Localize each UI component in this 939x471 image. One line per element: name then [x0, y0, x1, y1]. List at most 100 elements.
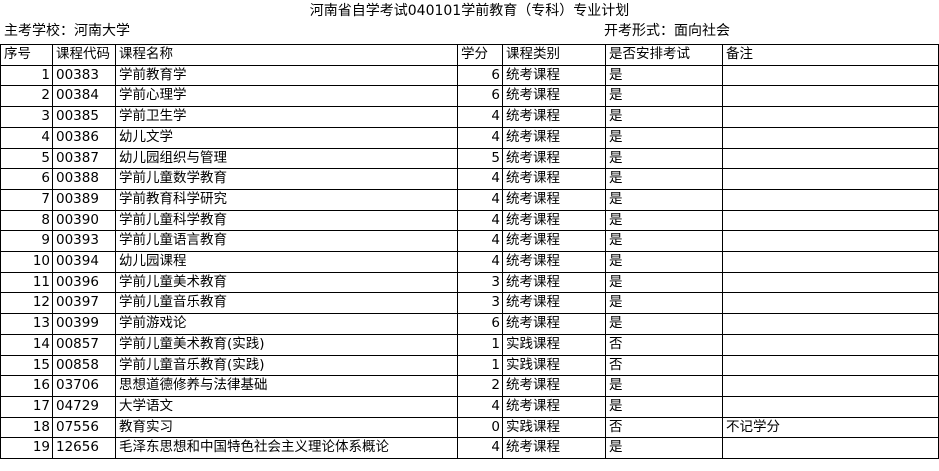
cell-course-category: 统考课程 — [502, 313, 606, 335]
cell-credits: 6 — [457, 64, 503, 87]
cell-exam-arranged: 是 — [605, 313, 723, 335]
cell-remarks — [722, 188, 939, 211]
cell-serial: 4 — [0, 126, 53, 149]
cell-exam-arranged: 是 — [605, 437, 723, 460]
cell-exam-arranged: 否 — [605, 333, 723, 356]
cell-course-category: 统考课程 — [502, 106, 606, 128]
cell-remarks — [722, 168, 939, 190]
cell-credits: 4 — [457, 106, 503, 128]
cell-remarks — [722, 230, 939, 253]
table-row: 4 00386 幼儿文学 4 统考课程是 — [0, 126, 939, 149]
cell-serial: 9 — [0, 230, 53, 253]
cell-exam-arranged: 是 — [605, 188, 723, 211]
table-row: 7 00389 学前教育科学研究 4 统考课程是 — [0, 188, 939, 211]
chief-school-label: 主考学校：河南大学 — [4, 23, 130, 39]
cell-remarks — [722, 395, 939, 418]
table-row: 2 00384 学前心理学 6 统考课程是 — [0, 85, 939, 108]
cell-course-category: 统考课程 — [502, 188, 606, 211]
cell-remarks — [722, 375, 939, 397]
cell-course-category: 实践课程 — [502, 416, 606, 439]
table-row: 15 00858 学前儿童音乐教育(实践) 1 实践课程否 — [0, 354, 939, 377]
cell-serial: 17 — [0, 395, 53, 418]
table-row: 12 00397 学前儿童音乐教育 3 统考课程是 — [0, 292, 939, 315]
cell-serial: 11 — [0, 271, 53, 294]
table-row: 18 07556 教育实习 0 实践课程否不记学分 — [0, 416, 939, 439]
cell-course-category: 统考课程 — [502, 147, 606, 170]
cell-course-name: 学前儿童科学教育 — [115, 209, 458, 232]
table-row: 11 00396 学前儿童美术教育 3 统考课程是 — [0, 271, 939, 294]
cell-credits: 4 — [457, 168, 503, 190]
table-row: 19 12656 毛泽东思想和中国特色社会主义理论体系概论 4 统考课程是 — [0, 437, 939, 460]
cell-course-name: 学前儿童音乐教育(实践) — [115, 354, 458, 377]
cell-serial: 15 — [0, 354, 53, 377]
table-row: 10 00394 幼儿园课程 4 统考课程是 — [0, 251, 939, 273]
cell-serial: 8 — [0, 209, 53, 232]
cell-credits: 4 — [457, 395, 503, 418]
cell-course-name: 幼儿园课程 — [115, 251, 458, 273]
cell-remarks — [722, 333, 939, 356]
cell-course-code: 12656 — [52, 437, 116, 460]
cell-remarks — [722, 64, 939, 87]
cell-exam-arranged: 是 — [605, 147, 723, 170]
table-row: 16 03706 思想道德修养与法律基础 2 统考课程是 — [0, 375, 939, 397]
table-header-row: 序号 课程代码 课程名称 学分 课程类别 是否安排考试 备注 — [0, 44, 939, 66]
cell-course-code: 00858 — [52, 354, 116, 377]
cell-exam-arranged: 是 — [605, 375, 723, 397]
cell-credits: 6 — [457, 85, 503, 108]
table-row: 9 00393 学前儿童语言教育 4 统考课程是 — [0, 230, 939, 253]
cell-course-category: 实践课程 — [502, 354, 606, 377]
meta-row: 主考学校：河南大学 开考形式：面向社会 — [0, 21, 939, 44]
cell-serial: 10 — [0, 251, 53, 273]
cell-course-code: 07556 — [52, 416, 116, 439]
cell-exam-arranged: 是 — [605, 168, 723, 190]
cell-course-code: 00387 — [52, 147, 116, 170]
cell-course-code: 00857 — [52, 333, 116, 356]
cell-course-category: 统考课程 — [502, 230, 606, 253]
column-header-exam-arranged: 是否安排考试 — [605, 44, 723, 66]
cell-remarks — [722, 313, 939, 335]
cell-course-category: 统考课程 — [502, 375, 606, 397]
cell-course-name: 学前教育学 — [115, 64, 458, 87]
cell-exam-arranged: 是 — [605, 292, 723, 315]
cell-course-name: 学前儿童音乐教育 — [115, 292, 458, 315]
cell-remarks — [722, 292, 939, 315]
cell-course-code: 00393 — [52, 230, 116, 253]
table-row: 14 00857 学前儿童美术教育(实践) 1 实践课程否 — [0, 333, 939, 356]
cell-exam-arranged: 否 — [605, 416, 723, 439]
cell-credits: 2 — [457, 375, 503, 397]
cell-course-code: 00390 — [52, 209, 116, 232]
cell-serial: 2 — [0, 85, 53, 108]
cell-credits: 1 — [457, 354, 503, 377]
cell-exam-arranged: 是 — [605, 209, 723, 232]
cell-credits: 5 — [457, 147, 503, 170]
table-row: 17 04729 大学语文 4 统考课程是 — [0, 395, 939, 418]
column-header-remarks: 备注 — [722, 44, 939, 66]
cell-credits: 4 — [457, 251, 503, 273]
cell-credits: 4 — [457, 188, 503, 211]
table-row: 1 00383 学前教育学 6 统考课程是 — [0, 64, 939, 87]
cell-credits: 6 — [457, 313, 503, 335]
cell-course-name: 思想道德修养与法律基础 — [115, 375, 458, 397]
cell-serial: 6 — [0, 168, 53, 190]
cell-exam-arranged: 是 — [605, 230, 723, 253]
table-row: 6 00388 学前儿童数学教育 4 统考课程是 — [0, 168, 939, 190]
course-plan-table: 序号 课程代码 课程名称 学分 课程类别 是否安排考试 备注 1 00383 学前教育学 6 统考课… — [0, 44, 939, 460]
cell-course-name: 学前游戏论 — [115, 313, 458, 335]
cell-course-name: 大学语文 — [115, 395, 458, 418]
cell-exam-arranged: 是 — [605, 85, 723, 108]
cell-exam-arranged: 是 — [605, 271, 723, 294]
cell-credits: 4 — [457, 209, 503, 232]
cell-course-code: 00397 — [52, 292, 116, 315]
cell-course-name: 学前心理学 — [115, 85, 458, 108]
cell-course-name: 教育实习 — [115, 416, 458, 439]
cell-serial: 3 — [0, 106, 53, 128]
cell-remarks — [722, 85, 939, 108]
cell-exam-arranged: 是 — [605, 395, 723, 418]
cell-course-code: 00399 — [52, 313, 116, 335]
cell-remarks — [722, 251, 939, 273]
cell-exam-arranged: 是 — [605, 106, 723, 128]
cell-credits: 0 — [457, 416, 503, 439]
cell-remarks — [722, 126, 939, 149]
cell-course-code: 03706 — [52, 375, 116, 397]
cell-credits: 1 — [457, 333, 503, 356]
